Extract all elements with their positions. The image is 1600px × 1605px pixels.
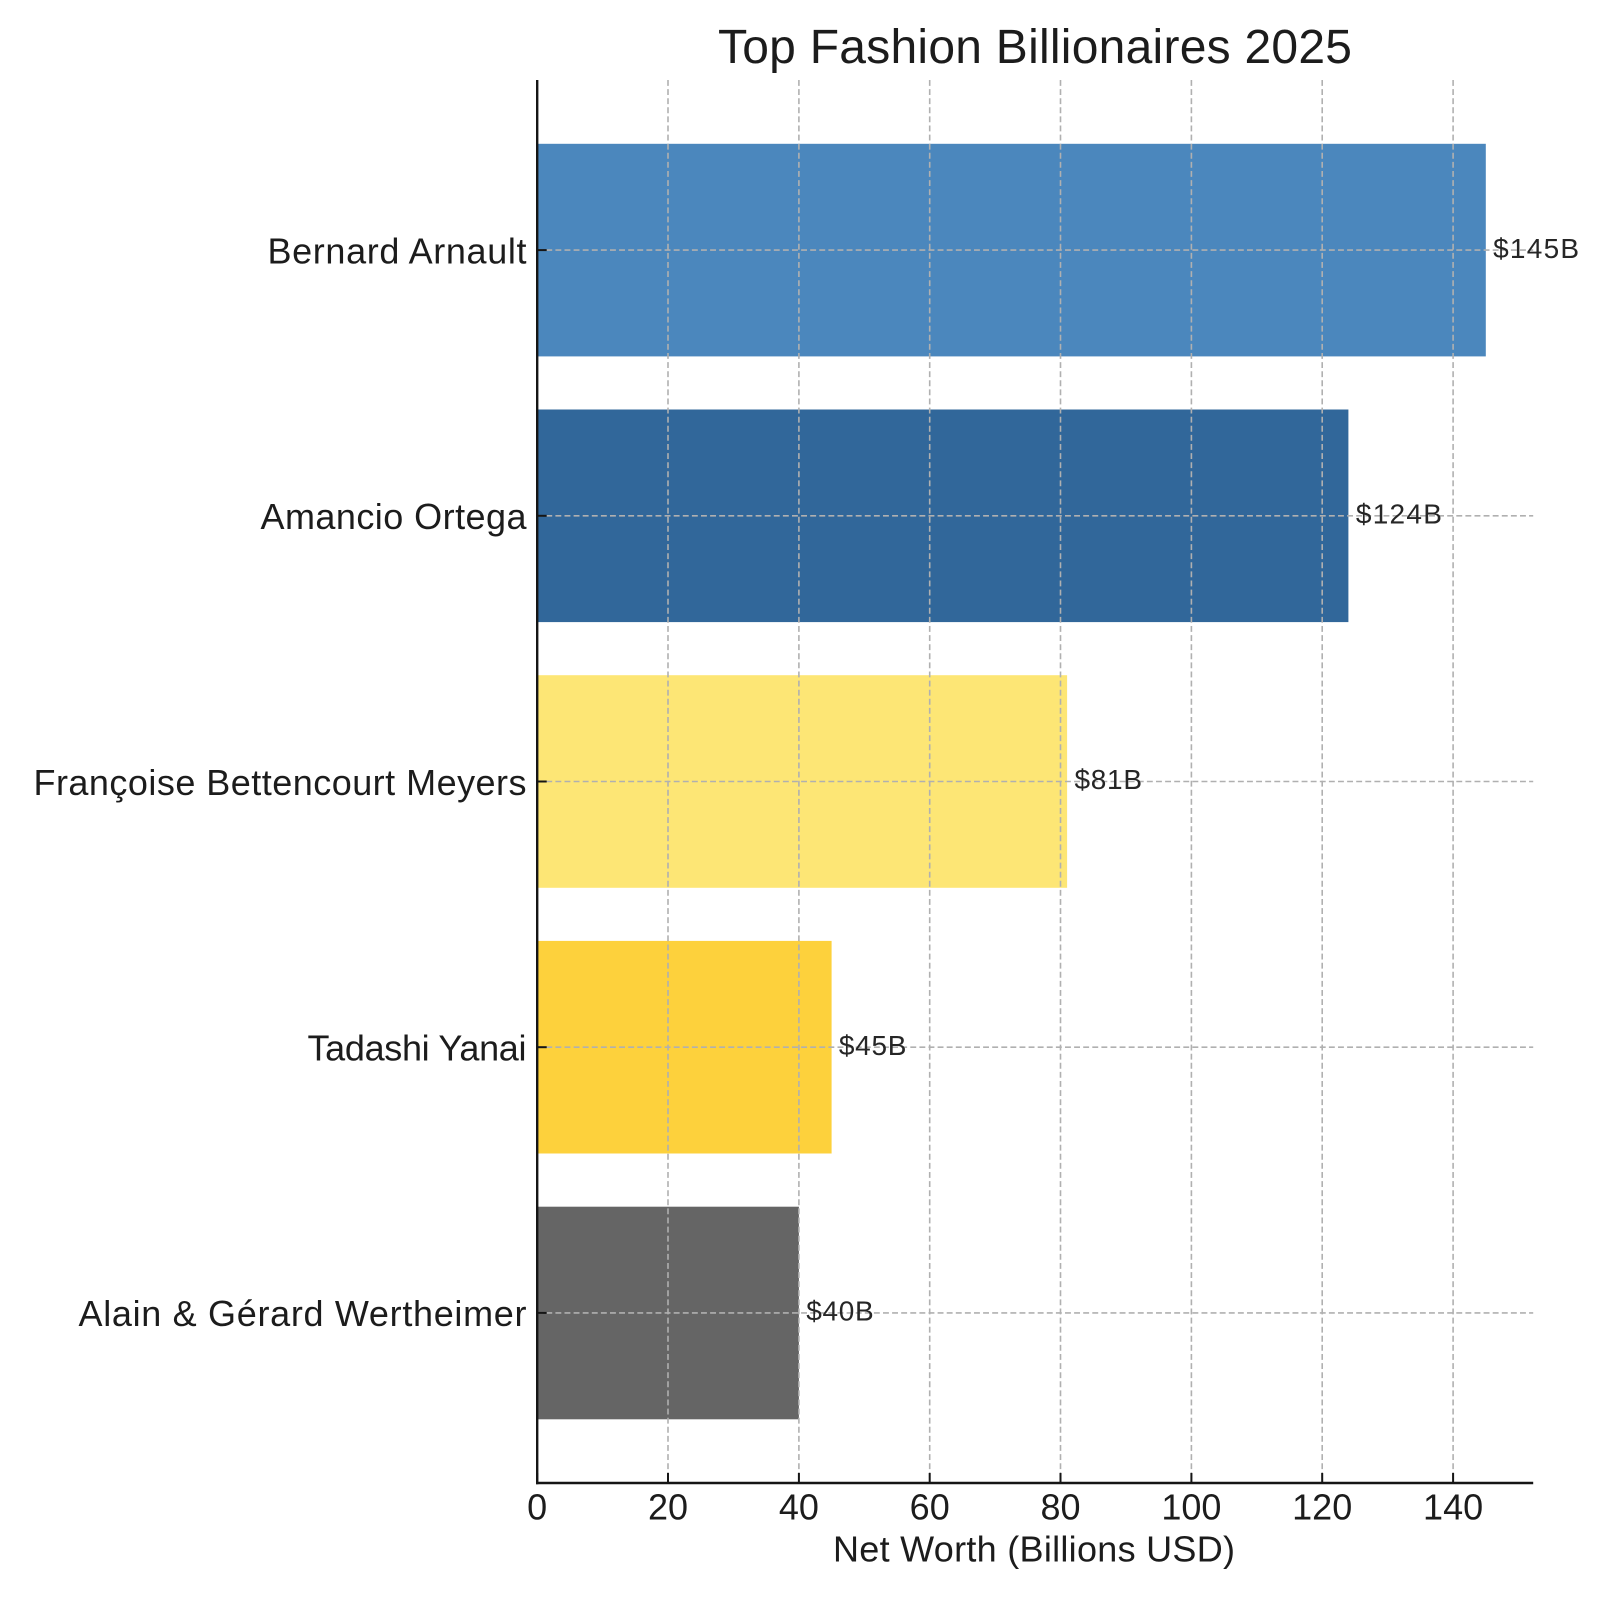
svg-text:140: 140 — [1423, 1487, 1483, 1528]
svg-text:$145B: $145B — [1493, 233, 1579, 264]
svg-text:Françoise Bettencourt Meyers: Françoise Bettencourt Meyers — [34, 762, 527, 803]
svg-text:60: 60 — [910, 1487, 950, 1528]
svg-text:80: 80 — [1040, 1487, 1080, 1528]
svg-text:20: 20 — [648, 1487, 688, 1528]
svg-text:$124B: $124B — [1356, 499, 1442, 530]
svg-text:120: 120 — [1292, 1487, 1352, 1528]
svg-text:Bernard Arnault: Bernard Arnault — [268, 230, 527, 271]
svg-text:Alain & Gérard Wertheimer: Alain & Gérard Wertheimer — [79, 1293, 527, 1334]
svg-text:0: 0 — [527, 1487, 547, 1528]
svg-text:$81B: $81B — [1075, 764, 1143, 795]
svg-text:Amancio Ortega: Amancio Ortega — [261, 496, 528, 537]
svg-text:$45B: $45B — [839, 1030, 907, 1061]
svg-text:Top Fashion Billionaires 2025: Top Fashion Billionaires 2025 — [718, 21, 1352, 74]
svg-text:Net Worth (Billions USD): Net Worth (Billions USD) — [833, 1529, 1235, 1570]
svg-text:$40B: $40B — [806, 1296, 874, 1327]
svg-text:Tadashi Yanai: Tadashi Yanai — [308, 1028, 527, 1069]
svg-text:40: 40 — [779, 1487, 819, 1528]
svg-text:100: 100 — [1161, 1487, 1221, 1528]
